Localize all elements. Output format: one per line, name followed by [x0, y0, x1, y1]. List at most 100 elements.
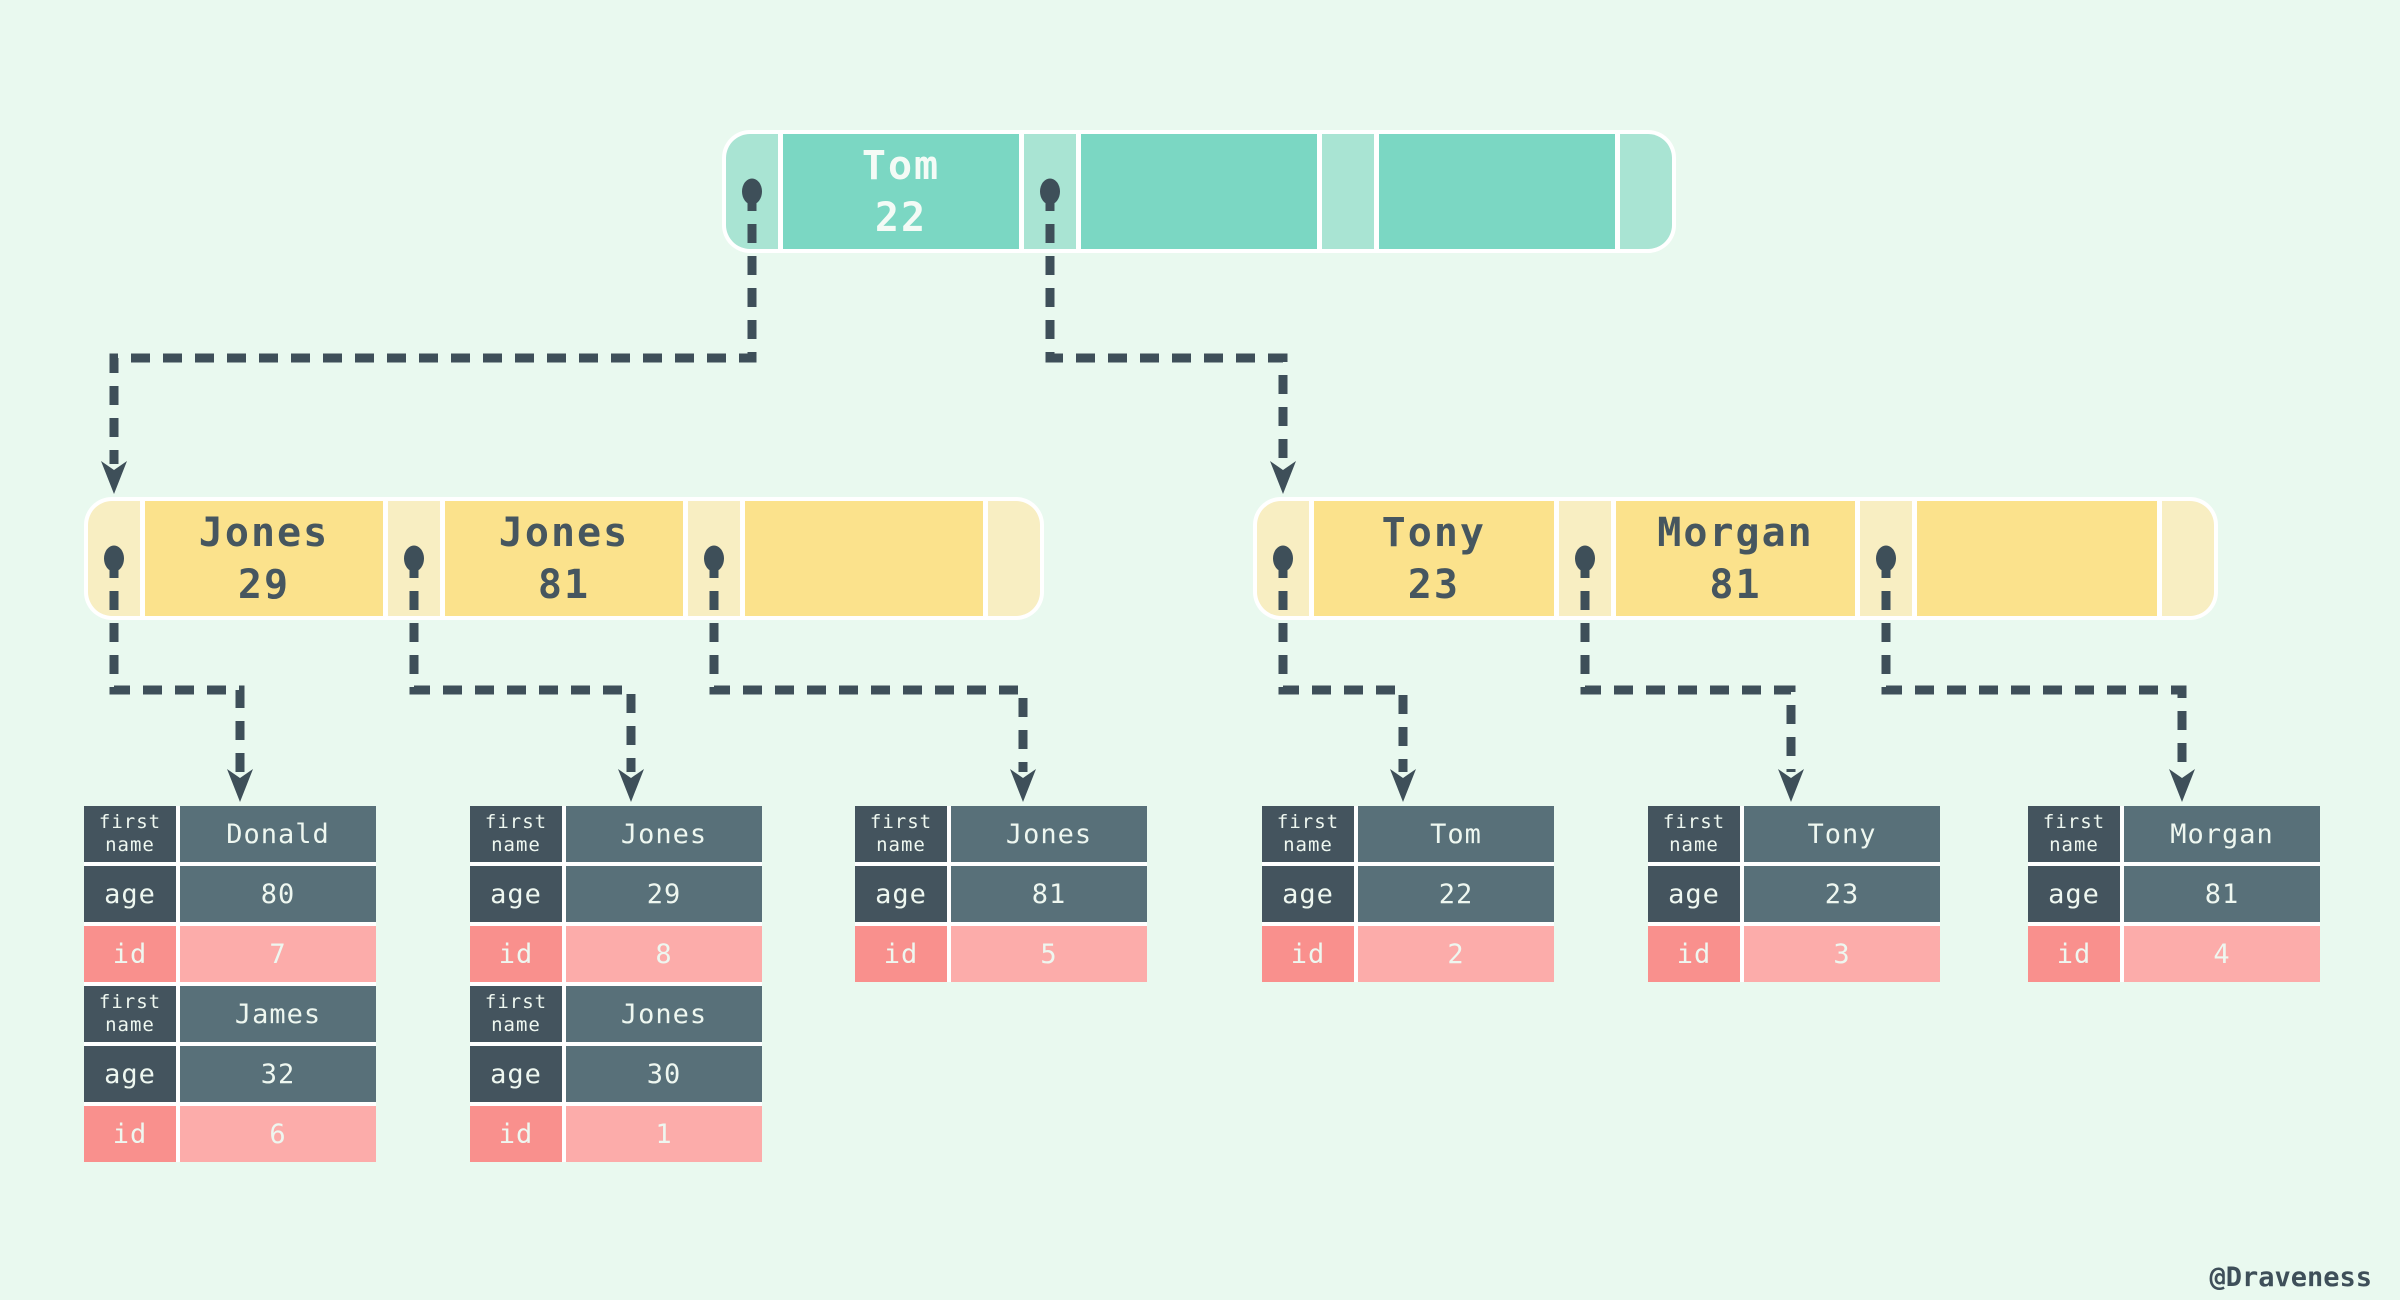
key-value: 23 [1407, 561, 1460, 608]
field-label-line: name [491, 834, 541, 856]
field-label-first-name: first name [84, 986, 176, 1042]
record-first-name-value: James [180, 986, 376, 1042]
field-label-age: age [1262, 866, 1354, 922]
pointer-cell [1322, 134, 1374, 249]
field-label-first-name: first name [1648, 806, 1740, 862]
record-age-value: 80 [180, 866, 376, 922]
field-label-first-name: first name [2028, 806, 2120, 862]
field-label-line: first [98, 811, 162, 833]
field-label-id: id [84, 1106, 176, 1162]
key-name: Jones [498, 509, 630, 556]
record-table: first name Tony age 23 id 3 [1648, 806, 1940, 982]
record-id-value: 7 [180, 926, 376, 982]
field-label-id: id [84, 926, 176, 982]
record-age-value: 81 [2124, 866, 2320, 922]
pointer-cell [1558, 501, 1611, 616]
field-label-first-name: first name [470, 806, 562, 862]
record-id-value: 4 [2124, 926, 2320, 982]
field-label-age: age [470, 1046, 562, 1102]
record-id-value: 1 [566, 1106, 762, 1162]
record-first-name-value: Morgan [2124, 806, 2320, 862]
field-label-id: id [470, 1106, 562, 1162]
field-label-age: age [84, 1046, 176, 1102]
field-label-first-name: first name [470, 986, 562, 1042]
field-label-age: age [470, 866, 562, 922]
record-first-name-value: Tony [1744, 806, 1940, 862]
pointer-cell [388, 501, 440, 616]
btree-root-node: Tom 22 [722, 130, 1676, 253]
field-label-age: age [2028, 866, 2120, 922]
record-table: first name Morgan age 81 id 4 [2028, 806, 2320, 982]
record-age-value: 29 [566, 866, 762, 922]
arrowhead-icon [1010, 769, 1036, 802]
pointer-cell [1257, 501, 1309, 616]
arrowhead-icon [227, 769, 253, 802]
arrowhead-icon [1390, 769, 1416, 802]
key-cell [1379, 134, 1615, 249]
field-label-id: id [855, 926, 947, 982]
key-value: 81 [1709, 561, 1762, 608]
record-age-value: 22 [1358, 866, 1554, 922]
arrowhead-icon [618, 769, 644, 802]
record-table: first name Donald age 80 id 7 first name… [84, 806, 376, 1162]
pointer-cell [2162, 501, 2215, 616]
field-label-line: first [484, 991, 548, 1013]
record-id-value: 3 [1744, 926, 1940, 982]
record-first-name-value: Donald [180, 806, 376, 862]
key-cell [745, 501, 983, 616]
record-first-name-value: Jones [566, 986, 762, 1042]
key-name: Tony [1381, 509, 1486, 556]
arrowhead-icon [101, 461, 127, 494]
pointer-cell [1860, 501, 1913, 616]
arrowhead-icon [2169, 769, 2195, 802]
dashed-connector [109, 192, 757, 464]
key-cell: Jones 81 [445, 501, 683, 616]
field-label-age: age [855, 866, 947, 922]
key-cell: Jones 29 [145, 501, 383, 616]
record-id-value: 5 [951, 926, 1147, 982]
field-label-line: first [1662, 811, 1726, 833]
field-label-age: age [84, 866, 176, 922]
field-label-line: first [869, 811, 933, 833]
record-table: first name Jones age 29 id 8 first name … [470, 806, 762, 1162]
watermark: @Draveness [2209, 1262, 2372, 1293]
record-table: first name Tom age 22 id 2 [1262, 806, 1554, 982]
field-label-first-name: first name [855, 806, 947, 862]
field-label-id: id [1262, 926, 1354, 982]
btree-right-internal-node: Tony 23 Morgan 81 [1253, 497, 2218, 620]
field-label-id: id [470, 926, 562, 982]
pointer-cell [1024, 134, 1076, 249]
pointer-cell [988, 501, 1040, 616]
record-id-value: 2 [1358, 926, 1554, 982]
pointer-cell [726, 134, 778, 249]
field-label-line: name [1669, 834, 1719, 856]
field-label-line: name [491, 1014, 541, 1036]
field-label-first-name: first name [84, 806, 176, 862]
record-first-name-value: Jones [951, 806, 1147, 862]
pointer-cell [1620, 134, 1672, 249]
key-value: 22 [874, 194, 928, 241]
record-age-value: 81 [951, 866, 1147, 922]
record-first-name-value: Jones [566, 806, 762, 862]
key-name: Tom [861, 142, 941, 189]
pointer-cell [88, 501, 140, 616]
field-label-line: first [2042, 811, 2106, 833]
key-name: Jones [198, 509, 330, 556]
btree-left-internal-node: Jones 29 Jones 81 [84, 497, 1044, 620]
record-id-value: 6 [180, 1106, 376, 1162]
key-value: 81 [537, 561, 591, 608]
field-label-age: age [1648, 866, 1740, 922]
field-label-line: name [105, 1014, 155, 1036]
field-label-id: id [1648, 926, 1740, 982]
record-table: first name Jones age 81 id 5 [855, 806, 1147, 982]
key-name: Morgan [1657, 509, 1814, 556]
field-label-line: name [876, 834, 926, 856]
record-first-name-value: Tom [1358, 806, 1554, 862]
key-cell: Tom 22 [783, 134, 1019, 249]
field-label-first-name: first name [1262, 806, 1354, 862]
pointer-cell [688, 501, 740, 616]
arrowhead-icon [1778, 769, 1804, 802]
field-label-id: id [2028, 926, 2120, 982]
record-id-value: 8 [566, 926, 762, 982]
